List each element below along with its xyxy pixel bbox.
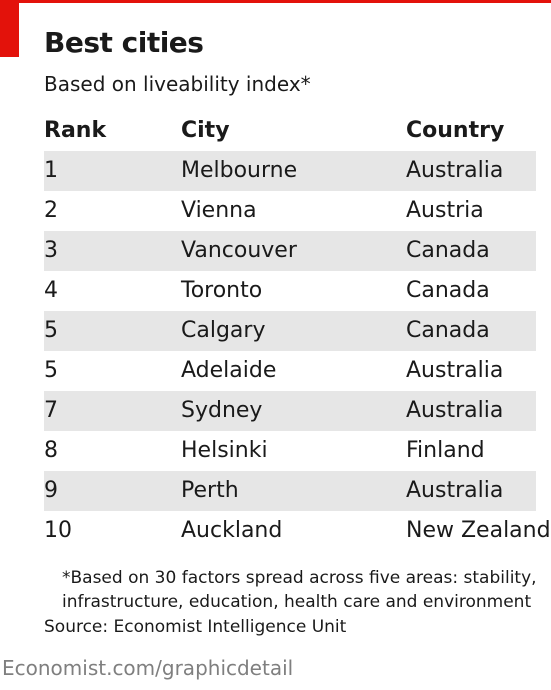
table-row: 8 Helsinki Finland [44, 431, 536, 471]
cell-city: Calgary [181, 318, 266, 343]
cell-city: Vancouver [181, 238, 297, 263]
cell-city: Melbourne [181, 158, 298, 183]
cell-city: Helsinki [181, 438, 268, 463]
source-note: Source: Economist Intelligence Unit [44, 617, 347, 637]
cell-rank: 9 [44, 478, 58, 503]
table-row: 5 Adelaide Australia [44, 351, 536, 391]
cell-rank: 3 [44, 238, 58, 263]
cell-city: Vienna [181, 198, 257, 223]
cell-rank: 7 [44, 398, 58, 423]
cell-country: Australia [406, 398, 504, 423]
table-body: 1 Melbourne Australia 2 Vienna Austria 3 Vancou… [44, 151, 551, 551]
table-row: 9 Perth Australia [44, 471, 536, 511]
column-header-rank: Rank [44, 118, 107, 143]
footnote: *Based on 30 factors spread across five … [62, 568, 537, 612]
column-header-country: Country [406, 118, 505, 143]
table-row: 7 Sydney Australia [44, 391, 536, 431]
cell-rank: 5 [44, 358, 58, 383]
cell-city: Adelaide [181, 358, 277, 383]
cell-city: Sydney [181, 398, 263, 423]
cell-rank: 1 [44, 158, 58, 183]
table-row: 4 Toronto Canada [44, 271, 536, 311]
cell-country: Austria [406, 198, 484, 223]
top-rule [0, 0, 551, 3]
column-header-city: City [181, 118, 230, 143]
cell-rank: 10 [44, 518, 72, 543]
cell-country: Australia [406, 158, 504, 183]
cell-country: Australia [406, 478, 504, 503]
table-row: 3 Vancouver Canada [44, 231, 536, 271]
table-header-row: Rank City Country [44, 111, 536, 151]
brand-tab [0, 0, 19, 57]
cell-city: Auckland [181, 518, 283, 543]
cell-country: Canada [406, 278, 490, 303]
cell-city: Toronto [181, 278, 263, 303]
cell-rank: 8 [44, 438, 58, 463]
table-row: 10 Auckland New Zealand [44, 511, 551, 551]
cell-rank: 2 [44, 198, 58, 223]
chart-title: Best cities [44, 26, 204, 59]
table-row: 2 Vienna Austria [44, 191, 536, 231]
cell-country: New Zealand [406, 518, 551, 543]
cell-rank: 5 [44, 318, 58, 343]
ranking-table: Rank City Country 1 Melbourne Australia 2 Vi… [44, 111, 551, 551]
cell-country: Canada [406, 238, 490, 263]
cell-country: Canada [406, 318, 490, 343]
cell-city: Perth [181, 478, 239, 503]
table-row: 1 Melbourne Australia [44, 151, 536, 191]
cell-country: Australia [406, 358, 504, 383]
cell-rank: 4 [44, 278, 58, 303]
site-credit: Economist.com/graphicdetail [2, 656, 294, 680]
chart-subtitle: Based on liveability index* [44, 72, 311, 96]
table-row: 5 Calgary Canada [44, 311, 536, 351]
cell-country: Finland [406, 438, 485, 463]
